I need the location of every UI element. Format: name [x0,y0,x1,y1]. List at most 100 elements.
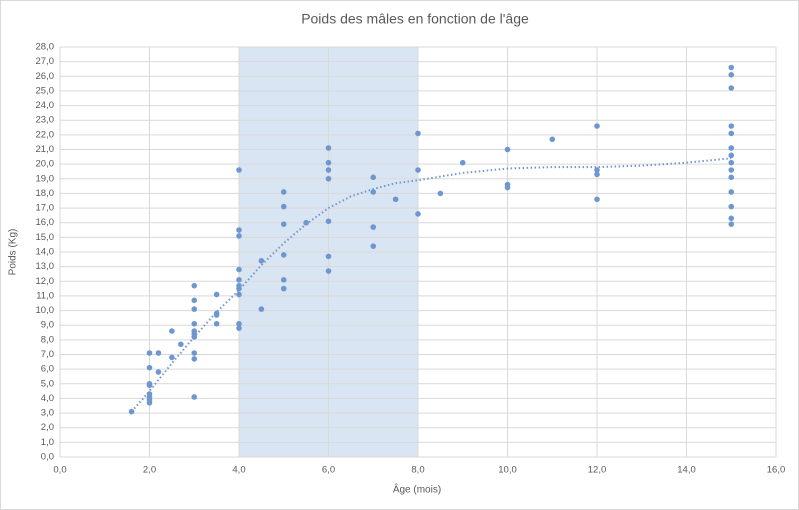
data-point [594,167,600,173]
data-point [213,291,220,298]
y-tick-label: 15,0 [36,232,55,243]
y-tick-label: 28,0 [36,42,55,53]
y-tick-label: 9,0 [41,320,54,331]
data-point [370,224,377,230]
data-point [169,328,175,334]
y-tick-label: 1,0 [41,437,54,448]
trendline [130,157,732,413]
data-point [236,233,242,239]
data-point [325,218,332,225]
y-tick-label: 23,0 [36,115,55,126]
y-tick-label: 5,0 [41,378,54,389]
data-point [191,356,198,362]
y-tick-label: 18,0 [36,188,55,199]
data-point [191,350,198,356]
y-tick-label: 2,0 [41,422,54,433]
y-tick-label: 6,0 [41,364,54,375]
y-tick-label: 20,0 [36,159,55,170]
data-point [325,268,332,274]
data-point [728,215,735,222]
x-tick-label: 14,0 [677,465,696,476]
data-point [594,196,600,203]
data-point [280,285,287,292]
data-point [325,175,332,182]
data-point [213,320,220,327]
data-point [728,64,735,71]
y-tick-label: 10,0 [36,305,55,316]
data-point [169,354,175,361]
data-point [370,174,377,181]
data-point [415,130,421,137]
y-tick-label: 0,0 [41,452,54,463]
data-point [236,266,242,273]
data-point [415,167,421,173]
data-point [191,320,198,327]
data-point [370,243,377,249]
x-tick-label: 16,0 [767,465,786,476]
data-point [325,167,332,173]
data-point [728,189,735,195]
data-point [146,364,153,371]
y-tick-label: 7,0 [41,349,54,360]
data-point [325,253,332,260]
data-point [178,341,184,348]
data-point [728,85,735,91]
x-tick-label: 12,0 [588,465,607,476]
data-point [280,203,287,210]
data-point [280,252,287,258]
y-tick-label: 21,0 [36,144,55,155]
data-point [213,312,220,318]
y-tick-label: 12,0 [36,276,55,287]
y-tick-label: 16,0 [36,217,55,228]
data-point [594,171,600,178]
data-point [280,277,287,283]
x-tick-label: 0,0 [53,465,66,476]
y-tick-label: 13,0 [36,261,55,272]
data-point [191,297,198,304]
data-point [728,130,735,137]
data-point [594,123,600,129]
data-point [728,152,735,159]
data-point [191,282,198,289]
data-point [191,394,198,400]
data-point [504,146,511,153]
y-tick-label: 25,0 [36,85,55,96]
data-point [236,285,242,292]
data-point [191,306,198,312]
data-point [236,227,242,233]
y-tick-label: 8,0 [41,334,54,345]
data-point [258,257,265,264]
data-point [370,189,377,195]
y-tick-label: 26,0 [36,71,55,82]
y-tick-label: 4,0 [41,393,54,404]
data-point [236,291,242,298]
data-point [155,369,162,375]
x-axis-title: Âge (mois) [393,483,441,496]
data-point [236,325,242,331]
y-tick-label: 14,0 [36,247,55,258]
data-point [415,211,421,217]
chart-title: Poids des mâles en fonction de l'âge [301,11,529,27]
y-tick-label: 17,0 [36,203,55,214]
data-point [236,167,242,173]
x-tick-label: 4,0 [232,465,245,476]
data-point [459,159,466,166]
data-point [191,334,198,340]
data-point [146,350,153,356]
data-point [504,184,511,191]
y-axis-title: Poids (Kg) [8,229,19,276]
y-tick-label: 22,0 [36,129,55,140]
data-point [236,320,242,327]
data-point [236,277,242,283]
data-point [728,123,735,129]
data-point [146,382,153,389]
data-point [325,145,332,151]
data-point [728,159,735,166]
data-point [728,174,735,181]
y-tick-label: 3,0 [41,408,54,419]
x-tick-label: 2,0 [143,465,156,476]
y-tick-label: 19,0 [36,173,55,184]
data-point [325,159,332,166]
data-point [728,145,735,151]
